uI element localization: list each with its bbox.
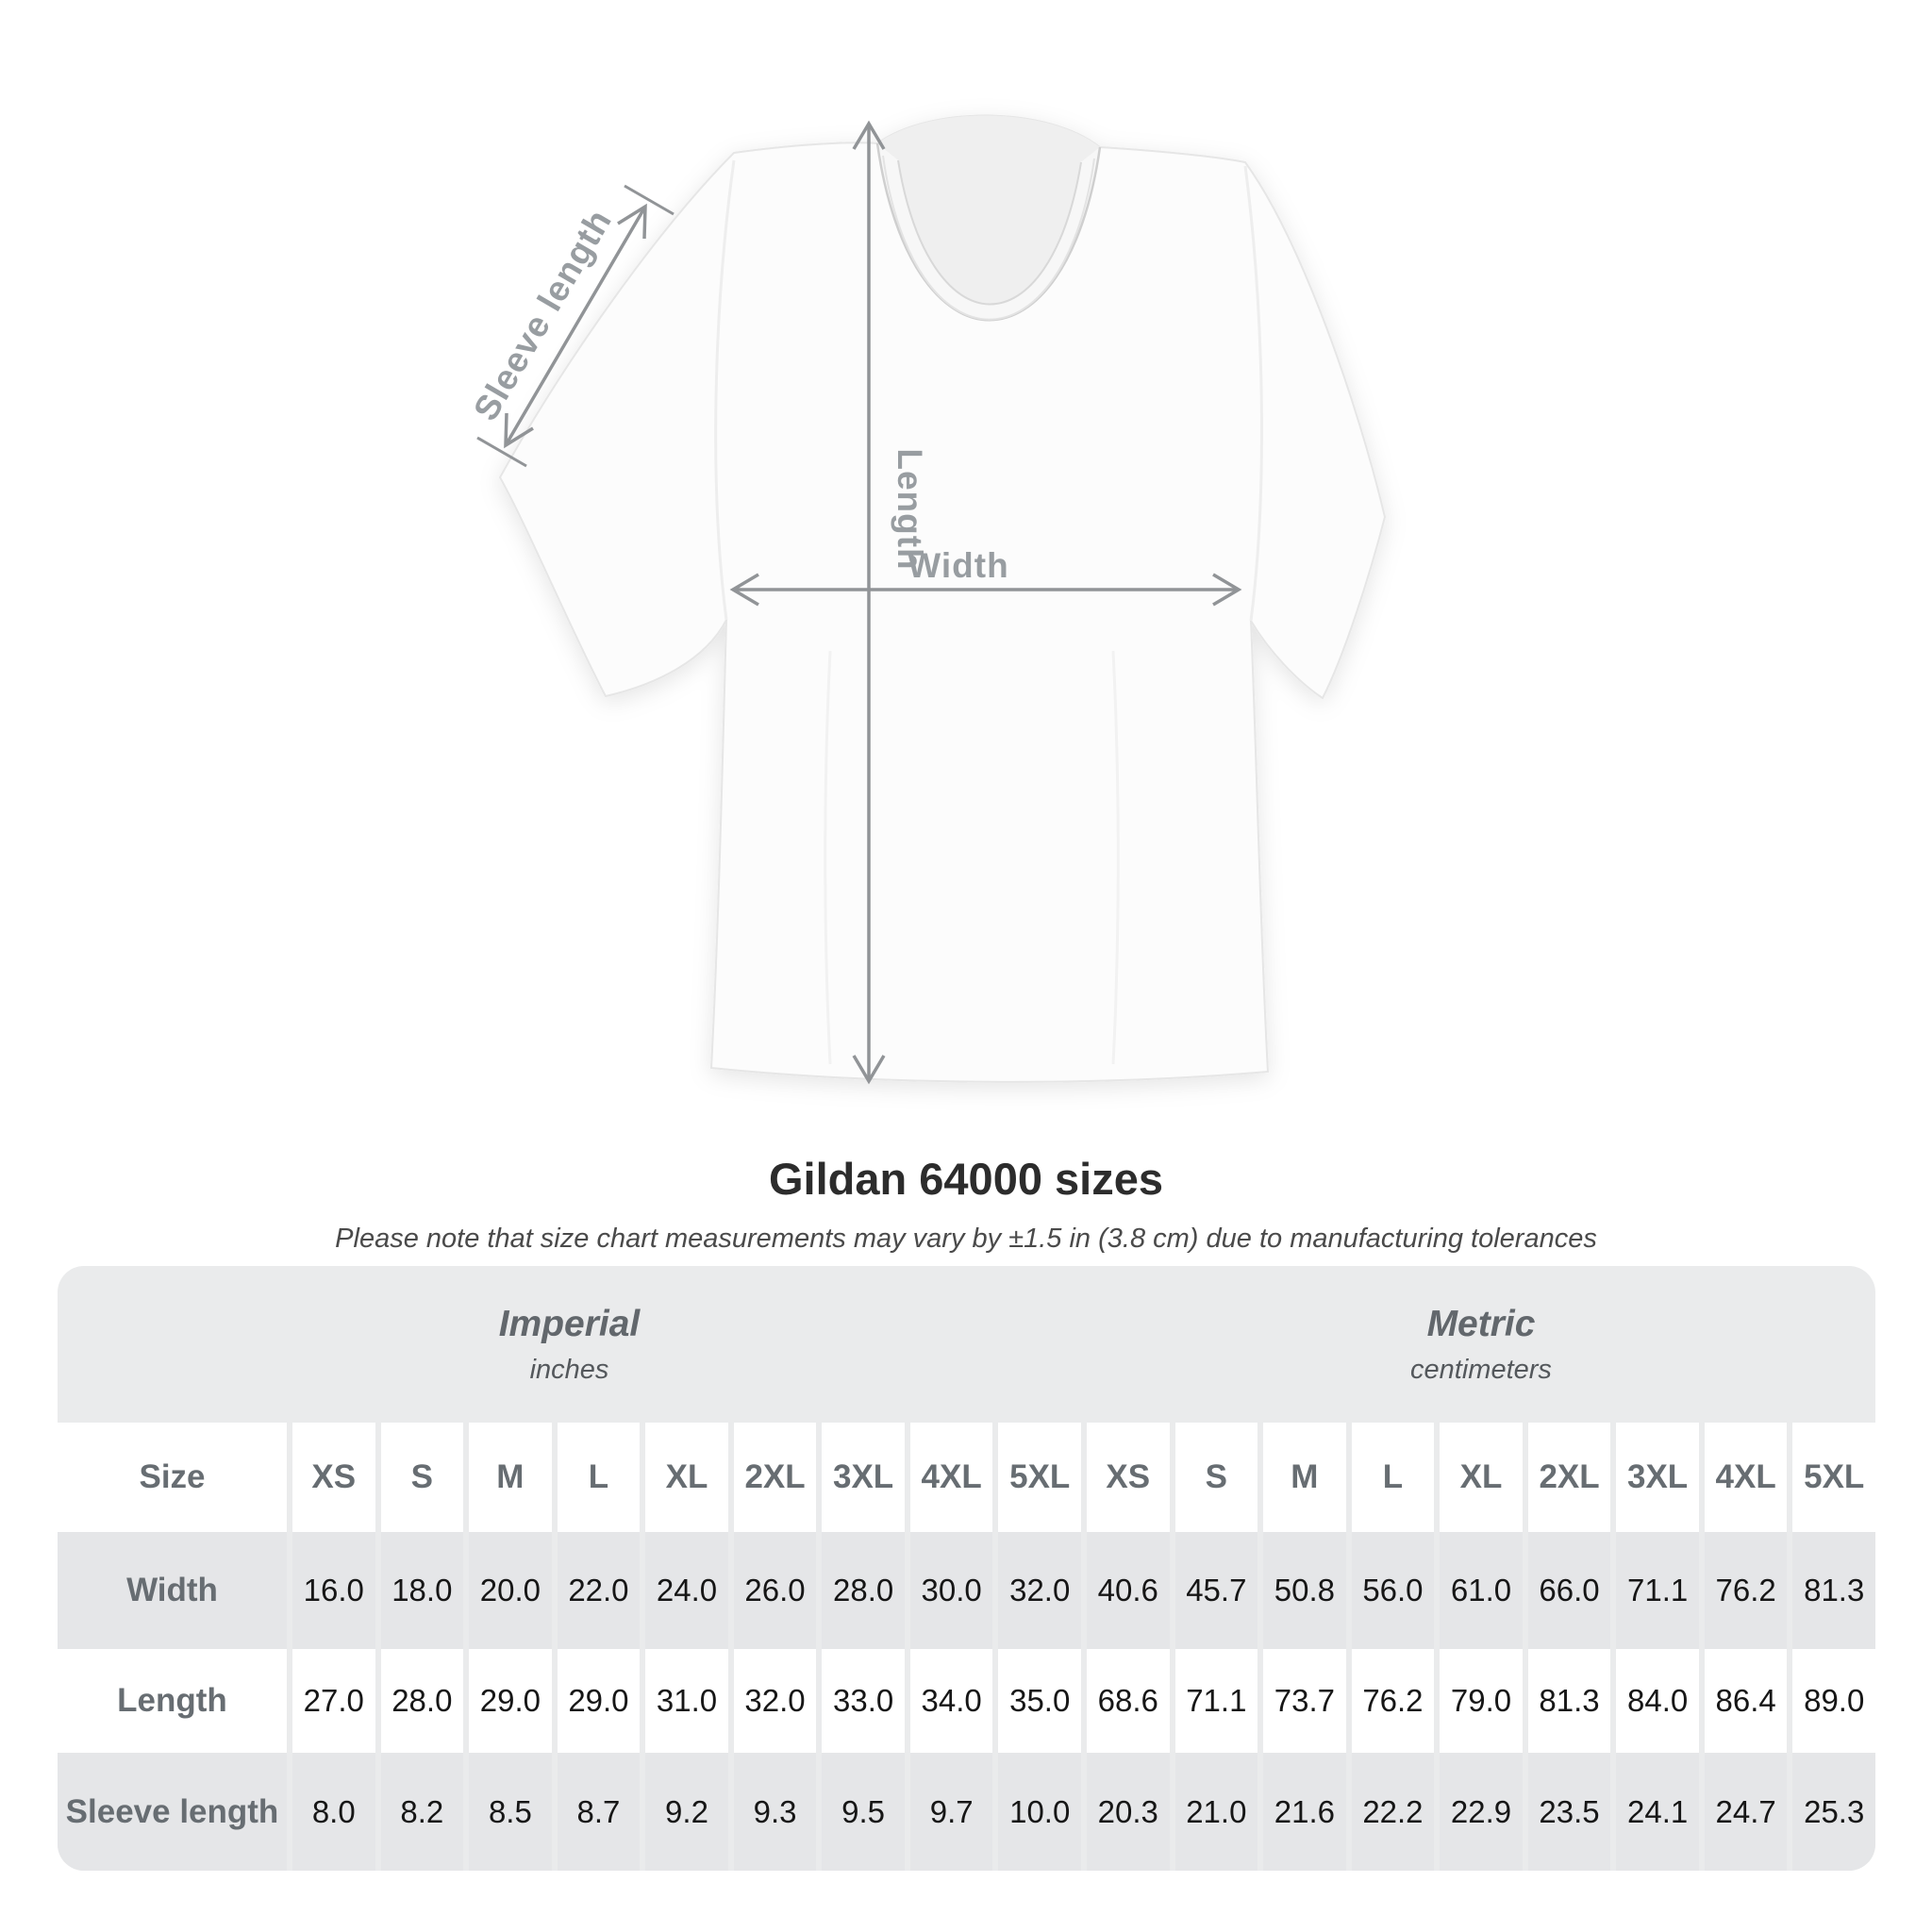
col-header: 4XL	[909, 1423, 993, 1532]
cell: 23.5	[1527, 1753, 1611, 1871]
cell: 71.1	[1174, 1649, 1258, 1753]
width-arrow	[729, 573, 1242, 607]
col-header: 3XL	[822, 1423, 905, 1532]
cell: 84.0	[1616, 1649, 1699, 1753]
col-header: 5XL	[998, 1423, 1081, 1532]
size-column-header: Size	[58, 1423, 287, 1532]
cell: 24.0	[645, 1532, 728, 1649]
col-header: M	[1263, 1423, 1346, 1532]
cell: 8.7	[557, 1753, 641, 1871]
imperial-group-header: Imperial inches	[58, 1266, 1081, 1423]
cell: 76.2	[1351, 1649, 1435, 1753]
cell: 34.0	[909, 1649, 993, 1753]
cell: 56.0	[1351, 1532, 1435, 1649]
cell: 73.7	[1263, 1649, 1346, 1753]
cell: 32.0	[998, 1532, 1081, 1649]
cell: 29.0	[557, 1649, 641, 1753]
size-table: Size XS S M L XL 2XL 3XL 4XL 5XL XS S M …	[58, 1423, 1875, 1871]
metric-label: Metric	[1426, 1303, 1536, 1344]
col-header: 4XL	[1704, 1423, 1788, 1532]
length-label: Length	[891, 448, 929, 570]
tshirt-measurement-diagram: Length Width Sleeve length	[466, 114, 1387, 1085]
cell: 21.6	[1263, 1753, 1346, 1871]
cell: 31.0	[645, 1649, 728, 1753]
metric-unit: centimeters	[1410, 1354, 1552, 1385]
cell: 8.5	[469, 1753, 552, 1871]
cell: 24.7	[1704, 1753, 1788, 1871]
cell: 50.8	[1263, 1532, 1346, 1649]
cell: 79.0	[1440, 1649, 1523, 1753]
col-header: XS	[1087, 1423, 1170, 1532]
cell: 25.3	[1792, 1753, 1875, 1871]
width-label: Width	[908, 546, 1008, 585]
imperial-unit: inches	[529, 1354, 609, 1385]
col-header: XL	[645, 1423, 728, 1532]
page-title: Gildan 64000 sizes	[768, 1154, 1164, 1204]
cell: 8.0	[292, 1753, 375, 1871]
cell: 26.0	[733, 1532, 817, 1649]
metric-group-header: Metric centimeters	[1087, 1266, 1875, 1423]
cell: 71.1	[1616, 1532, 1699, 1649]
cell: 28.0	[822, 1532, 905, 1649]
imperial-label: Imperial	[498, 1303, 641, 1344]
row-label: Sleeve length	[58, 1753, 287, 1871]
col-header: XS	[292, 1423, 375, 1532]
collar-opening	[877, 115, 1100, 305]
unit-header-band: Imperial inches Metric centimeters	[58, 1266, 1875, 1423]
row-label: Length	[58, 1649, 287, 1753]
cell: 61.0	[1440, 1532, 1523, 1649]
cell: 9.3	[733, 1753, 817, 1871]
cell: 24.1	[1616, 1753, 1699, 1871]
cell: 22.2	[1351, 1753, 1435, 1871]
size-table-panel: Imperial inches Metric centimeters Size …	[58, 1266, 1875, 1871]
cell: 28.0	[380, 1649, 464, 1753]
cell: 9.5	[822, 1753, 905, 1871]
row-label: Width	[58, 1532, 287, 1649]
tolerance-note: Please note that size chart measurements…	[335, 1224, 1597, 1254]
cell: 8.2	[380, 1753, 464, 1871]
cell: 89.0	[1792, 1649, 1875, 1753]
cell: 81.3	[1792, 1532, 1875, 1649]
cell: 76.2	[1704, 1532, 1788, 1649]
cell: 9.2	[645, 1753, 728, 1871]
cell: 40.6	[1087, 1532, 1170, 1649]
cell: 86.4	[1704, 1649, 1788, 1753]
cell: 20.3	[1087, 1753, 1170, 1871]
col-header: M	[469, 1423, 552, 1532]
cell: 21.0	[1174, 1753, 1258, 1871]
cell: 45.7	[1174, 1532, 1258, 1649]
cell: 81.3	[1527, 1649, 1611, 1753]
col-header: 5XL	[1792, 1423, 1875, 1532]
collar-band	[877, 143, 1100, 321]
cell: 22.0	[557, 1532, 641, 1649]
tshirt-image	[498, 114, 1387, 1083]
col-header: 3XL	[1616, 1423, 1699, 1532]
col-header: S	[380, 1423, 464, 1532]
cell: 16.0	[292, 1532, 375, 1649]
cell: 20.0	[469, 1532, 552, 1649]
cell: 10.0	[998, 1753, 1081, 1871]
col-header: 2XL	[733, 1423, 817, 1532]
cell: 33.0	[822, 1649, 905, 1753]
col-header: L	[1351, 1423, 1435, 1532]
cell: 32.0	[733, 1649, 817, 1753]
col-header: 2XL	[1527, 1423, 1611, 1532]
cell: 22.9	[1440, 1753, 1523, 1871]
length-arrow	[852, 120, 886, 1085]
cell: 35.0	[998, 1649, 1081, 1753]
cell: 27.0	[292, 1649, 375, 1753]
cell: 66.0	[1527, 1532, 1611, 1649]
cell: 30.0	[909, 1532, 993, 1649]
sleeve-length-arrow	[476, 184, 675, 468]
cell: 68.6	[1087, 1649, 1170, 1753]
col-header: L	[557, 1423, 641, 1532]
cell: 29.0	[469, 1649, 552, 1753]
col-header: XL	[1440, 1423, 1523, 1532]
col-header: S	[1174, 1423, 1258, 1532]
cell: 9.7	[909, 1753, 993, 1871]
measurement-arrows	[476, 120, 1242, 1085]
cell: 18.0	[380, 1532, 464, 1649]
